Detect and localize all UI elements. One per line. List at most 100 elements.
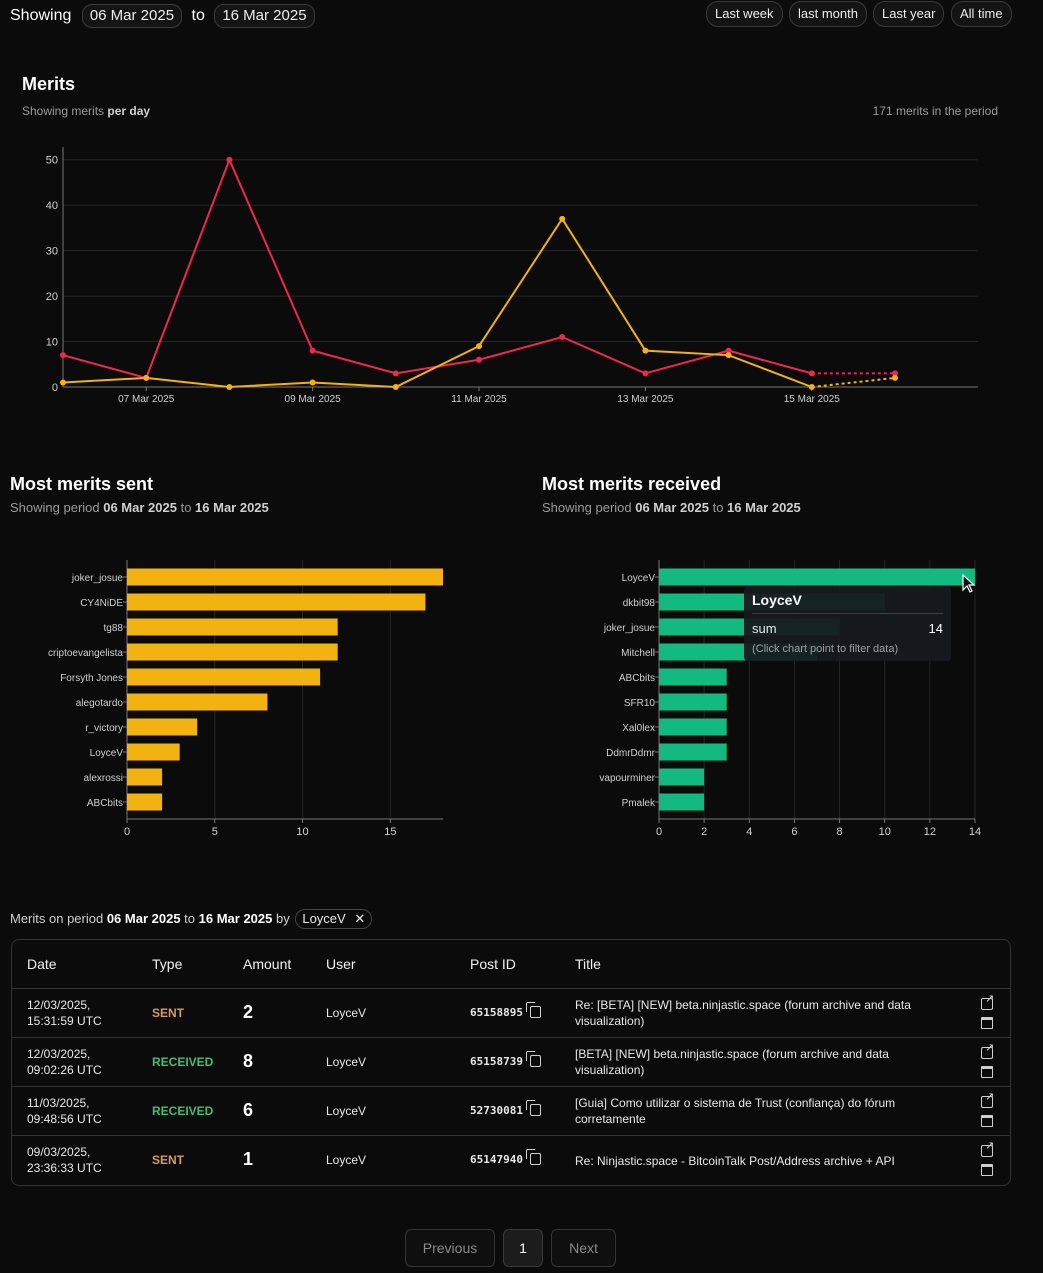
next-page-button[interactable]: Next [551, 1229, 616, 1267]
x-tick-label: 2 [701, 826, 707, 838]
tooltip-divider [752, 613, 943, 614]
category-label: SFR10 [624, 698, 656, 709]
row-date-line2: 23:36:33 UTC [27, 1161, 102, 1175]
category-label: ABCbits [87, 798, 123, 809]
category-label: Forsyth Jones [60, 673, 123, 684]
series-line-1 [62, 157, 813, 380]
bar [127, 593, 426, 611]
category-label: Xal0lex [622, 723, 655, 734]
x-tick-label: 8 [837, 826, 843, 838]
row-user[interactable]: LoyceV [326, 1006, 367, 1020]
x-tick-label: 10 [879, 826, 891, 838]
from-date-picker[interactable]: 06 Mar 2025 [81, 4, 183, 28]
received-period-to: 16 Mar 2025 [727, 500, 801, 515]
category-label: ABCbits [619, 673, 655, 684]
category-label: DdmrDdmr [606, 748, 656, 759]
date-range-bar: Showing 06 Mar 2025 to 16 Mar 2025 [10, 4, 315, 28]
series-1-point [226, 156, 233, 163]
range-last-week-button[interactable]: Last week [706, 1, 783, 27]
external-link-icon[interactable] [981, 1090, 994, 1108]
row-title[interactable]: Re: [BETA] [NEW] beta.ninjastic.space (f… [575, 998, 911, 1028]
series-2-point [476, 343, 482, 350]
bar [127, 768, 163, 786]
series-2-point [642, 347, 649, 354]
row-post-id[interactable]: 65147940 [470, 1153, 523, 1166]
range-all-time-button[interactable]: All time [951, 1, 1012, 27]
row-date: 12/03/2025, 09:02:26 UTC [27, 1046, 137, 1078]
bar [127, 743, 180, 761]
row-amount: 8 [243, 1051, 254, 1071]
copy-icon[interactable] [526, 1100, 541, 1116]
archive-icon[interactable] [981, 1115, 993, 1127]
row-title[interactable]: [Guia] Como utilizar o sistema de Trust … [575, 1096, 896, 1126]
row-amount: 6 [243, 1100, 254, 1120]
x-tick-label: 0 [124, 826, 130, 838]
merits-total: 171 merits in the period [872, 104, 998, 118]
merits-table: Date Type Amount User Post ID Title 12/0… [11, 939, 1011, 1186]
row-user[interactable]: LoyceV [326, 1104, 367, 1118]
external-link-icon[interactable] [981, 992, 994, 1010]
tooltip-user: LoyceV [752, 592, 802, 608]
tooltip-key: sum [752, 621, 777, 636]
copy-icon[interactable] [526, 1051, 541, 1067]
to-date-picker[interactable]: 16 Mar 2025 [214, 4, 315, 28]
remove-filter-close-icon[interactable]: ✕ [354, 911, 366, 926]
row-user[interactable]: LoyceV [326, 1153, 367, 1167]
row-post-id[interactable]: 65158895 [470, 1006, 523, 1019]
series-1-point [808, 370, 815, 377]
user-filter-chip-label: LoyceV [302, 911, 346, 926]
sent-period-prefix: Showing period [10, 500, 104, 515]
category-label: vapourminer [599, 773, 655, 784]
x-tick-label: 10 [296, 826, 308, 838]
previous-page-button[interactable]: Previous [405, 1229, 495, 1267]
x-tick-label: 12 [924, 826, 936, 838]
sent-title: Most merits sent [10, 474, 154, 494]
category-label: CY4NiDE [80, 598, 123, 609]
merits-line-chart[interactable]: 0 10 20 30 40 50 07 Mar 2025 09 Mar 2025 11 Mar … [0, 130, 1043, 420]
y-tick-label: 20 [46, 291, 58, 303]
row-post-id[interactable]: 52730081 [470, 1104, 523, 1117]
row-date: 09/03/2025, 23:36:33 UTC [27, 1144, 137, 1176]
copy-icon[interactable] [526, 1149, 541, 1165]
row-title[interactable]: [BETA] [NEW] beta.ninjastic.space (forum… [575, 1047, 889, 1077]
series-2-point [309, 379, 316, 386]
series-2-point [226, 384, 233, 390]
external-link-icon[interactable] [981, 1041, 994, 1059]
x-tick-label: 13 Mar 2025 [617, 394, 674, 405]
y-tick-label: 40 [46, 200, 58, 212]
series-1-point [392, 370, 399, 377]
archive-icon[interactable] [981, 1066, 993, 1078]
row-date-line2: 09:48:56 UTC [27, 1112, 102, 1126]
external-link-icon[interactable] [981, 1139, 994, 1157]
category-label: Pmalek [622, 798, 656, 809]
range-last-year-button[interactable]: Last year [873, 1, 945, 27]
row-user[interactable]: LoyceV [326, 1055, 367, 1069]
series-2-point [143, 374, 150, 381]
bar [659, 693, 727, 711]
merits-title: Merits [22, 74, 76, 94]
archive-icon[interactable] [981, 1017, 993, 1029]
row-date-line1: 11/03/2025, [27, 1096, 90, 1110]
series-line-2 [62, 216, 813, 389]
x-tick-label: 0 [656, 826, 662, 838]
bar [659, 568, 975, 586]
x-tick-label: 11 Mar 2025 [451, 394, 507, 405]
category-label: dkbit98 [623, 598, 656, 609]
copy-icon[interactable] [526, 1002, 541, 1018]
row-post-id[interactable]: 65158739 [470, 1055, 523, 1068]
series-1-point [642, 370, 649, 377]
category-label: alegotardo [76, 698, 124, 709]
bar [659, 768, 705, 786]
sent-bar-chart[interactable]: 0 5 10 15 joker_josue CY4NiDE tg88 criptoevange… [0, 550, 520, 845]
header-post-id: Post ID [470, 956, 516, 972]
bar [127, 643, 338, 661]
row-title[interactable]: Re: Ninjastic.space - BitcoinTalk Post/A… [575, 1154, 895, 1168]
x-tick-label: 09 Mar 2025 [285, 394, 342, 405]
x-tick-label: 15 Mar 2025 [784, 394, 841, 405]
y-tick-label: 30 [46, 246, 58, 258]
page-1-button[interactable]: 1 [503, 1229, 543, 1267]
range-last-month-button[interactable]: last month [789, 1, 867, 27]
archive-icon[interactable] [981, 1164, 993, 1176]
table-row: 11/03/2025, 09:48:56 UTC RECEIVED 6 Loyce… [12, 1087, 1010, 1136]
x-tick-label: 4 [746, 826, 752, 838]
